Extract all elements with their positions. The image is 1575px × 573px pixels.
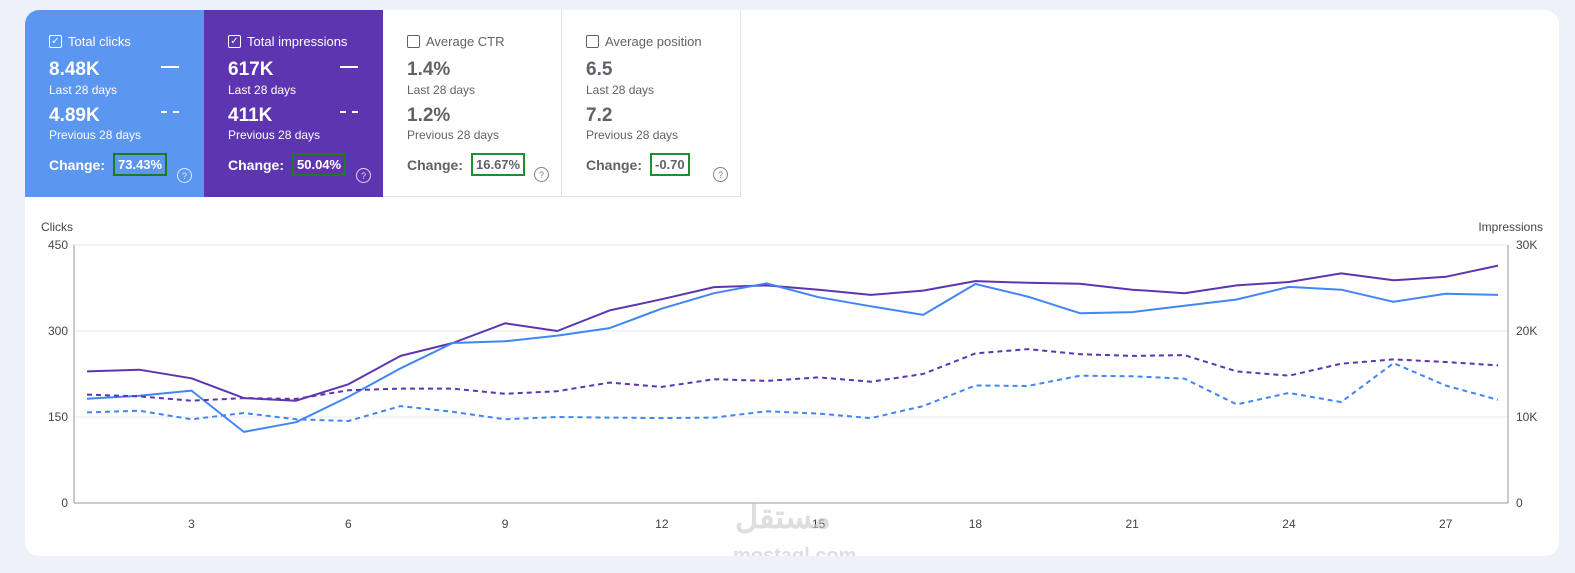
- x-tick-label: 27: [1439, 517, 1453, 531]
- y-tick-left: 450: [48, 238, 68, 252]
- previous-period-label: Previous 28 days: [407, 128, 500, 142]
- change-value: -0.70: [650, 153, 690, 176]
- checkbox-unchecked-icon[interactable]: [586, 35, 599, 48]
- performance-panel: ✓ Total clicks 8.48K Last 28 days 4.89K …: [25, 10, 1559, 556]
- current-value: 617K: [228, 59, 274, 80]
- change-row: Change: 73.43%: [49, 153, 168, 176]
- current-period-label: Last 28 days: [407, 83, 476, 97]
- change-row: Change: 50.04%: [228, 153, 347, 176]
- previous-period-label: Previous 28 days: [586, 128, 679, 142]
- metric-card-clicks[interactable]: ✓ Total clicks 8.48K Last 28 days 4.89K …: [25, 10, 204, 197]
- previous-period-label: Previous 28 days: [49, 128, 142, 142]
- current-value: 1.4%: [407, 59, 451, 80]
- metric-card-pos[interactable]: Average position 6.5 Last 28 days 7.2 Pr…: [562, 10, 741, 197]
- series-line-0: [86, 264, 1499, 402]
- previous-value: 7.2: [586, 105, 613, 126]
- metric-toggle-ctr[interactable]: Average CTR: [407, 34, 505, 49]
- help-icon[interactable]: ?: [713, 167, 728, 182]
- previous-value: 411K: [228, 105, 273, 126]
- current-period-label: Last 28 days: [228, 83, 297, 97]
- y-tick-left: 300: [48, 324, 68, 338]
- y-tick-right: 10K: [1516, 410, 1537, 424]
- dashed-line-legend-icon: [340, 111, 358, 113]
- metric-label: Total impressions: [247, 34, 348, 49]
- help-icon[interactable]: ?: [534, 167, 549, 182]
- checkbox-checked-icon[interactable]: ✓: [228, 35, 241, 48]
- solid-line-legend-icon: [161, 66, 179, 68]
- checkbox-unchecked-icon[interactable]: [407, 35, 420, 48]
- x-tick-label: 6: [345, 517, 352, 531]
- series-line-1: [86, 282, 1499, 433]
- previous-value: 1.2%: [407, 105, 451, 126]
- checkbox-checked-icon[interactable]: ✓: [49, 35, 62, 48]
- solid-line-legend-icon: [340, 66, 358, 68]
- x-tick-label: 12: [655, 517, 669, 531]
- watermark-latin: mostaql.com: [733, 545, 857, 556]
- change-label: Change:: [49, 156, 105, 173]
- change-value: 50.04%: [292, 153, 347, 176]
- change-value: 73.43%: [113, 153, 168, 176]
- y-axis-right-title: Impressions: [1478, 220, 1543, 234]
- metric-label: Average CTR: [426, 34, 505, 49]
- change-label: Change:: [586, 156, 642, 173]
- series-line-2: [86, 348, 1499, 402]
- change-label: Change:: [407, 156, 463, 173]
- metric-card-ctr[interactable]: Average CTR 1.4% Last 28 days 1.2% Previ…: [383, 10, 562, 197]
- y-tick-left: 150: [48, 410, 68, 424]
- previous-value: 4.89K: [49, 105, 100, 126]
- y-tick-right: 0: [1516, 496, 1523, 510]
- series-line-3: [86, 362, 1499, 422]
- help-icon[interactable]: ?: [356, 168, 371, 183]
- current-value: 6.5: [586, 59, 613, 80]
- metric-toggle-impr[interactable]: ✓ Total impressions: [228, 34, 347, 49]
- y-tick-right: 20K: [1516, 324, 1537, 338]
- metric-label: Average position: [605, 34, 702, 49]
- help-icon[interactable]: ?: [177, 168, 192, 183]
- metric-cards: ✓ Total clicks 8.48K Last 28 days 4.89K …: [25, 10, 741, 197]
- dashed-line-legend-icon: [161, 111, 179, 113]
- metric-label: Total clicks: [68, 34, 131, 49]
- x-tick-label: 18: [969, 517, 983, 531]
- watermark-arabic: مستقل: [735, 499, 831, 535]
- y-tick-left: 0: [61, 496, 68, 510]
- change-value: 16.67%: [471, 153, 526, 176]
- current-value: 8.48K: [49, 59, 100, 80]
- x-tick-label: 24: [1282, 517, 1296, 531]
- change-row: Change: -0.70: [586, 153, 690, 176]
- x-tick-label: 9: [502, 517, 509, 531]
- metric-toggle-pos[interactable]: Average position: [586, 34, 702, 49]
- metric-toggle-clicks[interactable]: ✓ Total clicks: [49, 34, 131, 49]
- change-label: Change:: [228, 156, 284, 173]
- x-tick-label: 15: [812, 517, 826, 531]
- y-tick-right: 30K: [1516, 238, 1537, 252]
- metric-card-impr[interactable]: ✓ Total impressions 617K Last 28 days 41…: [204, 10, 383, 197]
- performance-chart: Clicks Impressions 0 0 150 10K 300 20K 450 30K 3 6 9…: [41, 220, 1543, 531]
- current-period-label: Last 28 days: [49, 83, 118, 97]
- change-row: Change: 16.67%: [407, 153, 526, 176]
- y-axis-left-title: Clicks: [41, 220, 73, 234]
- x-tick-label: 3: [188, 517, 195, 531]
- x-tick-label: 21: [1126, 517, 1140, 531]
- previous-period-label: Previous 28 days: [228, 128, 321, 142]
- current-period-label: Last 28 days: [586, 83, 655, 97]
